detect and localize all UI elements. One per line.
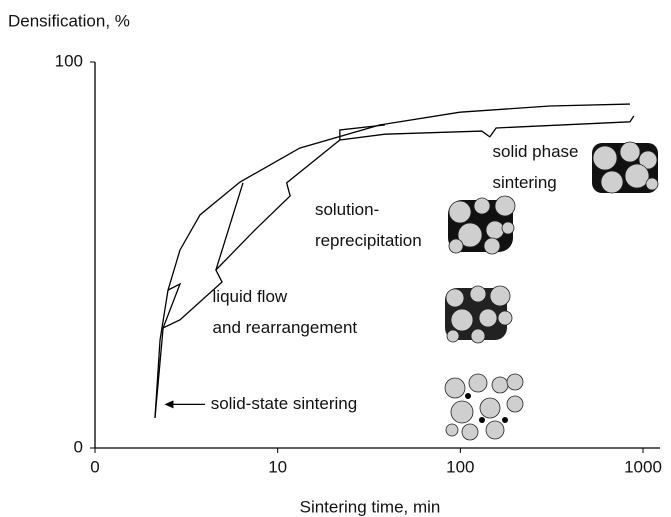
micrograph — [445, 285, 513, 344]
y-tick-label: 0 — [74, 437, 83, 456]
curve — [154, 103, 630, 418]
annotation: solid-state sintering — [211, 394, 357, 413]
curve — [154, 115, 635, 418]
annotation: and rearrangement — [213, 318, 358, 337]
arrow-head — [164, 400, 174, 409]
x-tick-label: 1000 — [624, 457, 662, 476]
x-axis-title: Sintering time, min — [300, 497, 441, 516]
curve — [215, 182, 244, 271]
annotation: solid phase — [492, 142, 578, 161]
annotation: liquid flow — [213, 287, 288, 306]
micrograph — [448, 195, 516, 255]
x-tick-label: 10 — [268, 457, 287, 476]
y-tick-label: 100 — [55, 51, 83, 70]
x-tick-label: 100 — [446, 457, 474, 476]
annotation: reprecipitation — [315, 231, 422, 250]
annotation: sintering — [492, 173, 556, 192]
annotation: solution- — [315, 200, 379, 219]
x-tick-label: 0 — [90, 457, 99, 476]
curve — [162, 282, 182, 329]
micrograph — [444, 373, 524, 441]
y-axis-title: Densification, % — [8, 11, 130, 30]
micrograph — [592, 141, 659, 194]
curve — [339, 124, 386, 140]
